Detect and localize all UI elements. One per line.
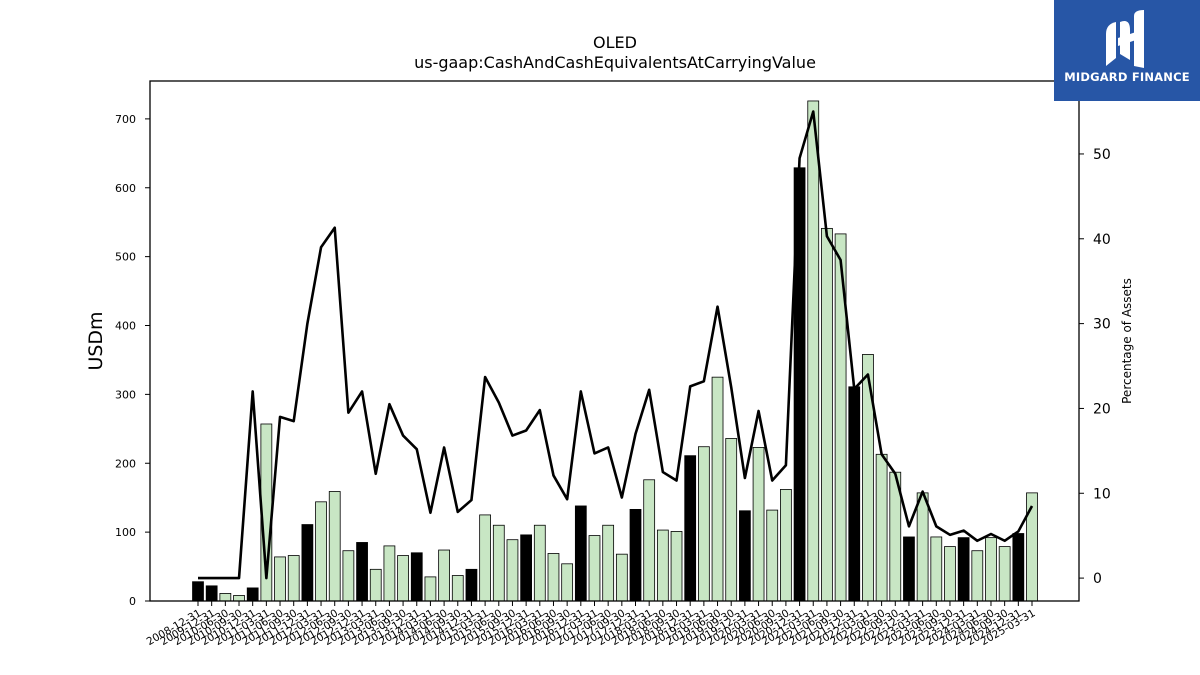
bar-2025-03-31 bbox=[1026, 492, 1038, 602]
bar-2024-06-30 bbox=[985, 537, 997, 602]
bar-series bbox=[192, 100, 1038, 602]
bar-2020-03-31 bbox=[752, 447, 765, 602]
bar-2024-12-31 bbox=[1012, 533, 1025, 602]
chart-title: OLED bbox=[593, 33, 637, 52]
y-axis-ticks: 0 100 200 300 400 500 600 700 bbox=[115, 113, 150, 608]
y2-tick-label: 50 bbox=[1093, 147, 1111, 163]
bar-2011-06-30 bbox=[274, 556, 286, 602]
bar-2011-12-31 bbox=[301, 524, 314, 602]
logo-text: MIDGARD FINANCE bbox=[1064, 70, 1190, 84]
midgard-finance-logo: MIDGARD FINANCE bbox=[1054, 0, 1200, 101]
y2-tick-label: 0 bbox=[1093, 571, 1102, 587]
bar-2022-06-30 bbox=[875, 453, 888, 602]
pct-line-series bbox=[198, 110, 1034, 580]
chart-subtitle: us-gaap:CashAndCashEquivalentsAtCarrying… bbox=[414, 53, 816, 72]
bar-2015-12-31 bbox=[520, 534, 532, 602]
bar-2020-06-30 bbox=[766, 509, 779, 602]
bar-2018-06-30 bbox=[656, 529, 669, 602]
bar-2023-03-31 bbox=[916, 492, 929, 602]
bar-2021-03-31 bbox=[807, 100, 820, 602]
bar-2013-06-30 bbox=[383, 545, 396, 602]
y-tick-label: 400 bbox=[115, 320, 136, 333]
y-tick-label: 300 bbox=[115, 388, 136, 401]
bar-2018-12-31 bbox=[684, 455, 697, 602]
bar-2020-09-30 bbox=[780, 489, 792, 602]
plot-frame bbox=[149, 80, 1080, 602]
y2-axis-ticks: 0 10 20 30 40 50 bbox=[1079, 147, 1111, 587]
bar-2013-03-31 bbox=[369, 568, 382, 602]
bar-2023-09-30 bbox=[944, 546, 956, 602]
bar-2024-03-31 bbox=[971, 550, 984, 602]
bar-2021-06-30 bbox=[821, 227, 833, 602]
bar-2023-06-30 bbox=[930, 536, 943, 602]
bar-2016-06-30 bbox=[547, 553, 560, 602]
bar-2014-06-30 bbox=[438, 549, 450, 602]
bar-2016-03-31 bbox=[533, 524, 546, 602]
y-tick-label: 100 bbox=[115, 526, 136, 539]
y2-axis-label: Percentage of Assets bbox=[1120, 278, 1134, 404]
y-axis-label: USDm bbox=[85, 311, 107, 370]
pct-assets-line bbox=[198, 110, 1034, 580]
bar-2017-03-31 bbox=[588, 535, 601, 602]
bar-2010-09-30 bbox=[233, 595, 245, 602]
bar-2022-12-31 bbox=[903, 536, 915, 602]
bar-2019-12-31 bbox=[739, 510, 751, 602]
bar-2012-09-30 bbox=[342, 550, 355, 602]
y2-tick-label: 40 bbox=[1093, 232, 1111, 248]
y-tick-label: 600 bbox=[115, 182, 136, 195]
logo-mark-icon bbox=[1106, 10, 1144, 68]
bar-2024-09-30 bbox=[998, 546, 1011, 602]
y-tick-label: 200 bbox=[115, 457, 136, 470]
bar-2014-12-31 bbox=[465, 568, 478, 602]
y-tick-label: 500 bbox=[115, 251, 136, 264]
y2-tick-label: 30 bbox=[1093, 317, 1111, 333]
y2-tick-label: 10 bbox=[1093, 486, 1111, 502]
bar-2013-09-30 bbox=[397, 555, 409, 602]
bar-2014-09-30 bbox=[451, 575, 464, 602]
bar-2021-12-31 bbox=[848, 386, 861, 602]
bar-2012-03-31 bbox=[315, 501, 327, 602]
bar-2018-03-31 bbox=[643, 479, 656, 602]
bar-2017-06-30 bbox=[602, 524, 615, 602]
bar-2013-12-31 bbox=[410, 552, 423, 602]
bar-2016-09-30 bbox=[561, 563, 574, 602]
y-tick-label: 0 bbox=[129, 595, 136, 608]
y-tick-label: 700 bbox=[115, 113, 136, 126]
bar-2015-06-30 bbox=[492, 524, 505, 602]
bar-2018-09-30 bbox=[670, 531, 683, 602]
bar-2012-12-31 bbox=[356, 542, 368, 602]
bar-2008-12-31 bbox=[192, 581, 204, 602]
bar-2012-06-30 bbox=[328, 491, 341, 602]
bar-2015-03-31 bbox=[479, 514, 491, 602]
bar-2014-03-31 bbox=[424, 576, 437, 602]
bar-2019-06-30 bbox=[711, 376, 724, 602]
bar-2010-06-30 bbox=[219, 593, 232, 602]
bar-2015-09-30 bbox=[506, 539, 519, 602]
bar-2009-12-31 bbox=[205, 585, 218, 602]
bar-2017-12-31 bbox=[629, 508, 642, 602]
x-axis-ticks: 2008-12-312009-12-312010-06-302010-09-30… bbox=[145, 601, 1038, 648]
bar-2017-09-30 bbox=[615, 553, 628, 602]
y2-tick-label: 20 bbox=[1093, 401, 1111, 417]
bar-2011-09-30 bbox=[287, 555, 300, 602]
bar-2019-09-30 bbox=[725, 438, 738, 602]
bar-2010-12-31 bbox=[246, 587, 259, 602]
bar-2019-03-31 bbox=[698, 446, 710, 602]
bar-2016-12-31 bbox=[574, 505, 587, 602]
bar-2023-12-31 bbox=[957, 537, 970, 602]
